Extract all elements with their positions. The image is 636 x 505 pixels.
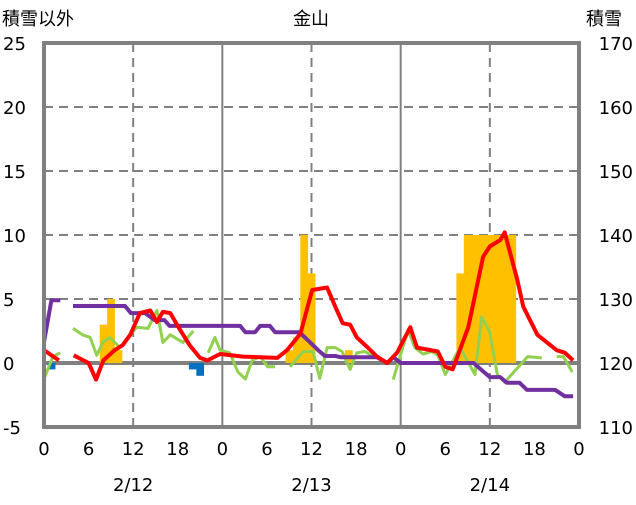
- y-right-tick-label: 160: [599, 98, 633, 119]
- snowfall-bar: [107, 299, 115, 363]
- left-axis-title: 積雪以外: [2, 9, 74, 30]
- green-series-line: [288, 346, 374, 380]
- x-tick-label: 12: [478, 439, 501, 460]
- series-lines: [42, 230, 575, 399]
- y-right-tick-label: 170: [599, 34, 633, 55]
- green-series-line: [556, 355, 574, 373]
- x-tick-label: 0: [395, 439, 406, 460]
- x-tick-label: 18: [166, 439, 189, 460]
- snowfall-bar: [114, 350, 123, 363]
- y-left-tick-label: -5: [3, 418, 21, 439]
- x-tick-label: 12: [300, 439, 323, 460]
- y-left-tick-label: 15: [3, 162, 26, 183]
- negative-bar: [47, 363, 56, 370]
- y-right-tick-label: 140: [599, 226, 633, 247]
- plot-frame: [42, 41, 581, 429]
- x-tick-label: 12: [122, 439, 145, 460]
- date-label: 2/13: [291, 475, 331, 496]
- y-right-tick-label: 150: [599, 162, 633, 183]
- x-tick-label: 6: [440, 439, 451, 460]
- x-tick-label: 18: [523, 439, 546, 460]
- y-left-tick-label: 5: [3, 290, 14, 311]
- date-label: 2/14: [470, 475, 510, 496]
- purple-series-line: [73, 304, 574, 399]
- x-tick-label: 0: [217, 439, 228, 460]
- y-right-tick-label: 120: [599, 354, 633, 375]
- snowfall-bar: [307, 273, 316, 363]
- right-axis-title: 積雪: [586, 9, 622, 30]
- y-right-tick-label: 110: [599, 418, 633, 439]
- plot-border: [42, 41, 581, 429]
- snowfall-bar: [285, 350, 294, 363]
- snowfall-bar: [493, 235, 502, 363]
- snowfall-bar: [463, 235, 472, 363]
- snowfall-bar: [478, 235, 487, 363]
- x-tick-label: 0: [38, 439, 49, 460]
- x-tick-label: 6: [83, 439, 94, 460]
- negative-bar: [196, 363, 205, 376]
- chart-title: 金山: [293, 9, 329, 30]
- green-series-line: [206, 335, 276, 381]
- x-tick-label: 6: [261, 439, 272, 460]
- snowfall-bar: [486, 235, 494, 363]
- x-tick-label: 0: [573, 439, 584, 460]
- y-left-tick-label: 20: [3, 98, 26, 119]
- date-label: 2/12: [113, 475, 153, 496]
- y-left-tick-label: 10: [3, 226, 26, 247]
- y-left-tick-label: 25: [3, 34, 26, 55]
- y-left-tick-label: 0: [3, 354, 14, 375]
- red-series-line: [42, 348, 61, 363]
- purple-series-line: [42, 298, 61, 343]
- x-tick-label: 18: [345, 439, 368, 460]
- snowfall-bar: [500, 235, 509, 363]
- snowfall-bar: [300, 235, 309, 363]
- red-series-line: [72, 230, 575, 382]
- negative-bar: [188, 363, 197, 370]
- snowfall-bar: [292, 337, 301, 363]
- snowfall-bar: [456, 273, 465, 363]
- snowfall-bar: [508, 235, 517, 363]
- y-right-tick-label: 130: [599, 290, 633, 311]
